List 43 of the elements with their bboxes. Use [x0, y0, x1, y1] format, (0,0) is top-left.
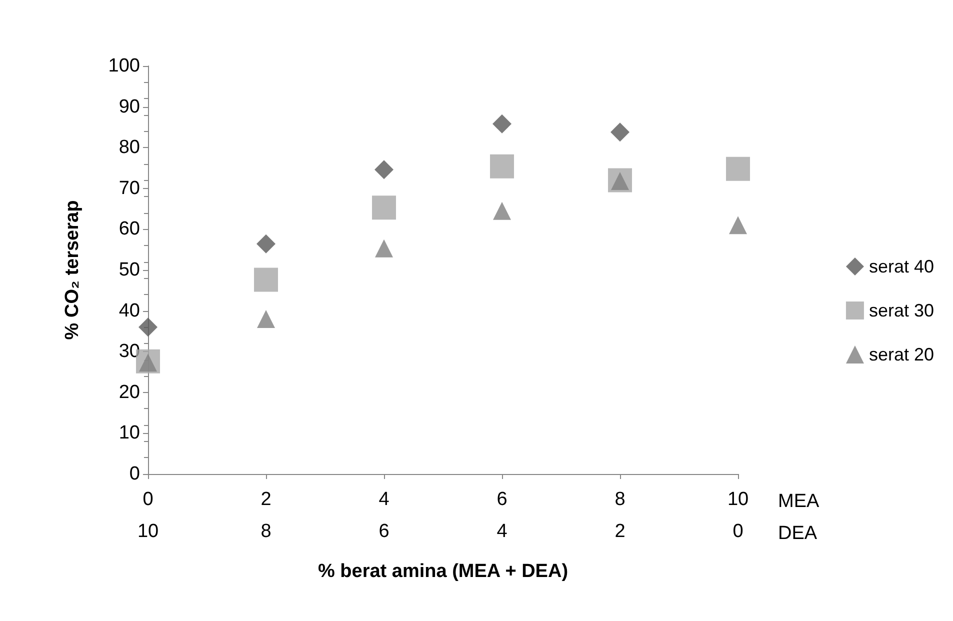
y-tick-label: 80 — [118, 137, 140, 158]
y-tick-label: 70 — [118, 178, 140, 199]
y-axis-title: % CO₂ terserap — [62, 200, 83, 340]
y-tick-label: 60 — [118, 218, 140, 240]
point — [726, 156, 750, 181]
text: DEA — [778, 523, 818, 544]
point — [492, 114, 512, 134]
point — [729, 216, 747, 234]
legend-label: serat 30 — [868, 300, 934, 320]
x-tick-label: 6 — [496, 489, 508, 510]
x2-tick-label: 10 — [137, 521, 159, 542]
x-tick-label: 10 — [727, 489, 749, 510]
y-tick-label: 0 — [129, 464, 140, 484]
x2-tick-label: 6 — [378, 521, 390, 542]
y-tick-label: 20 — [118, 382, 140, 403]
x-tick-label: 4 — [378, 489, 390, 510]
point — [374, 160, 394, 180]
point — [493, 202, 511, 220]
x-tick-label: 8 — [614, 489, 626, 510]
point — [610, 122, 630, 142]
x-tick-label: 0 — [142, 489, 154, 510]
legend-label: serat 40 — [868, 256, 934, 276]
x2-tick-label: 2 — [614, 521, 626, 542]
point — [490, 154, 514, 178]
x2-tick-label: 8 — [260, 521, 272, 542]
point — [372, 196, 396, 220]
point — [375, 239, 393, 258]
point — [138, 318, 158, 337]
x2-tick-label: 0 — [732, 521, 744, 542]
y-tick-label: 10 — [118, 422, 140, 444]
point — [254, 268, 278, 292]
x2-tick-label: 4 — [496, 521, 508, 542]
point — [257, 310, 275, 328]
y-tick-label: 100 — [108, 56, 140, 76]
x-tick-label: 2 — [260, 489, 272, 510]
legend-label: serat 20 — [868, 344, 934, 364]
text: MEA — [778, 491, 820, 512]
point — [256, 234, 276, 254]
y-tick-label: 90 — [118, 96, 140, 118]
y-tick-label: 40 — [118, 300, 140, 322]
x-axis-title: % berat amina (MEA + DEA) — [318, 561, 568, 582]
y-tick-label: 30 — [118, 341, 140, 362]
y-tick-label: 50 — [118, 260, 140, 280]
